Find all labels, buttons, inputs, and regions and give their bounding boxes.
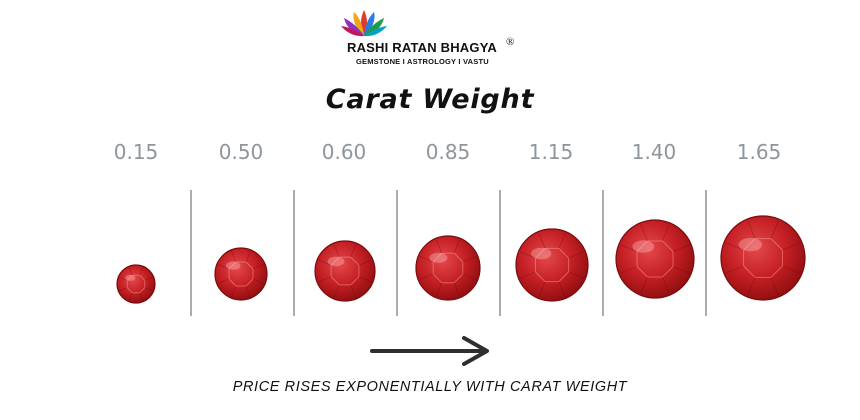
price-caption: PRICE RISES EXPONENTIALLY WITH CARAT WEI… — [232, 379, 628, 395]
brand-name: RASHI RATAN BHAGYA — [347, 40, 497, 55]
column-divider — [705, 190, 707, 316]
column-divider — [190, 190, 192, 316]
column-divider — [499, 190, 501, 316]
weight-label-6: 1.40 — [631, 140, 677, 164]
ruby-gem-3 — [314, 240, 376, 302]
weight-label-5: 1.15 — [528, 140, 574, 164]
ruby-gem-6 — [615, 219, 695, 299]
ruby-gem-5 — [515, 228, 589, 302]
column-divider — [602, 190, 604, 316]
weight-label-4: 0.85 — [425, 140, 471, 164]
weight-label-2: 0.50 — [218, 140, 264, 164]
registered-mark: ® — [506, 36, 515, 48]
column-divider — [396, 190, 398, 316]
page-title: Carat Weight — [325, 84, 535, 115]
ruby-gem-7 — [720, 215, 806, 301]
ruby-gem-1 — [116, 264, 156, 304]
weight-label-1: 0.15 — [113, 140, 159, 164]
ruby-gem-2 — [214, 247, 268, 301]
ruby-gem-4 — [415, 235, 481, 301]
weight-label-3: 0.60 — [321, 140, 367, 164]
brand-tagline: GEMSTONE I ASTROLOGY I VASTU — [356, 57, 489, 66]
carat-weight-labels: 0.15 0.50 0.60 0.85 1.15 1.40 1.65 — [0, 140, 860, 170]
weight-label-7: 1.65 — [736, 140, 782, 164]
column-divider — [293, 190, 295, 316]
brand-logo: RASHI RATAN BHAGYA ® GEMSTONE I ASTROLOG… — [0, 8, 860, 68]
lotus-petals-icon — [341, 10, 387, 37]
right-arrow-icon — [370, 336, 489, 366]
